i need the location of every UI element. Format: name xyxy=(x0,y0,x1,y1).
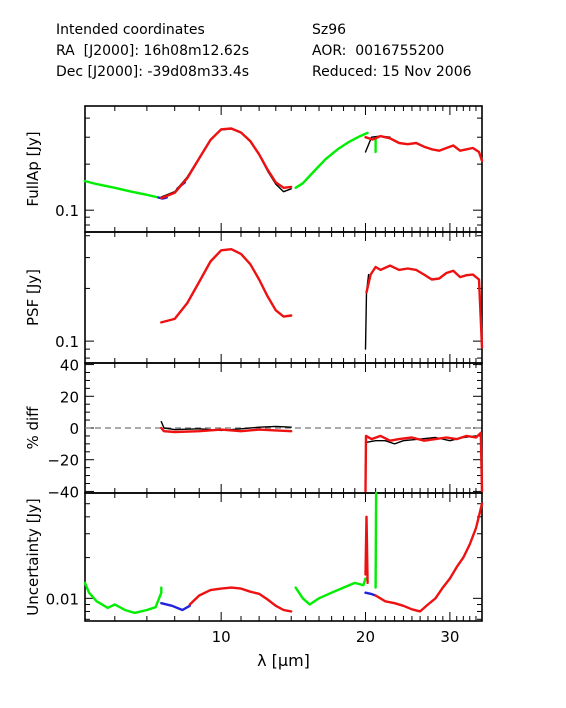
y-tick-label: 20 xyxy=(60,388,79,406)
y-tick-label: 0.1 xyxy=(55,333,79,351)
header-left-line-2: RA [J2000]: 16h08m12.62s xyxy=(56,43,249,59)
header-right-line-3: Reduced: 15 Nov 2006 xyxy=(312,64,472,80)
header-right-line-1: Sz96 xyxy=(312,22,347,38)
x-tick-label: 10 xyxy=(212,628,231,646)
series-red-4-5 xyxy=(364,515,369,585)
series-red-2-3 xyxy=(365,264,484,349)
y-tick-label: 0 xyxy=(69,420,79,438)
y-tick-label: −40 xyxy=(47,483,79,501)
header-left-line-3: Dec [J2000]: -39d08m33.4s xyxy=(56,64,250,80)
panel-frame-3 xyxy=(84,362,483,494)
series-red-3-4 xyxy=(364,431,484,493)
series-blue-4-2 xyxy=(160,602,192,612)
y-axis-label: Uncertainty [Jy] xyxy=(24,498,42,615)
series-green-1-6 xyxy=(294,131,369,190)
header-left-line-1: Intended coordinates xyxy=(56,22,205,38)
panel-frame-2 xyxy=(84,231,483,364)
y-tick-label: 40 xyxy=(60,357,79,375)
series-red-1-9 xyxy=(364,134,484,163)
series-red-4-8 xyxy=(374,502,484,613)
y-axis-label: FullAp [Jy] xyxy=(24,131,42,206)
series-blue-4-6 xyxy=(364,591,377,597)
series-green-4-4 xyxy=(294,577,367,606)
x-tick-label: 20 xyxy=(356,628,375,646)
panel-frame-4 xyxy=(84,492,483,622)
y-tick-label: 0.1 xyxy=(55,202,79,220)
panel-frame-1 xyxy=(84,105,483,233)
y-axis-label: PSF [Jy] xyxy=(24,269,42,326)
series-red-3-2 xyxy=(160,426,293,434)
x-tick-label: 30 xyxy=(440,628,459,646)
y-tick-label: −20 xyxy=(47,452,79,470)
x-axis-label: λ [μm] xyxy=(257,651,310,670)
header-right-line-2: AOR: 0016755200 xyxy=(312,43,445,59)
series-green-4-1 xyxy=(83,581,163,615)
series-red-2-1 xyxy=(160,247,293,324)
y-tick-label: 0.01 xyxy=(46,590,79,608)
series-green-4-7 xyxy=(374,491,378,589)
series-green-1-1 xyxy=(83,179,160,199)
series-red-4-3 xyxy=(188,586,293,613)
series-red-1-5 xyxy=(160,127,293,200)
y-axis-label: % diff xyxy=(24,406,42,450)
